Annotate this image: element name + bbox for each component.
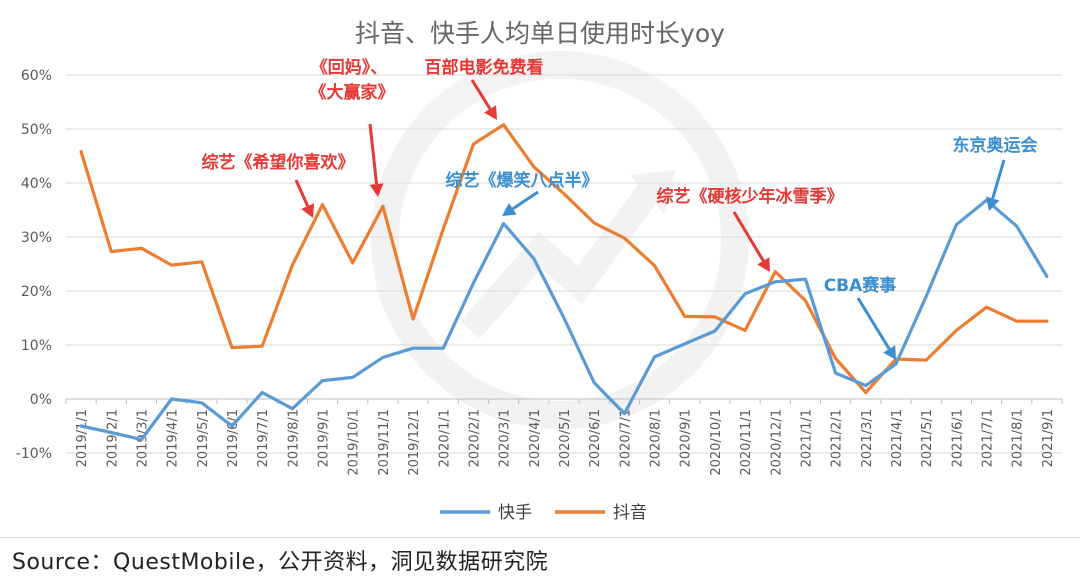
annotation-label: CBA赛事 — [824, 275, 897, 296]
x-tick-label: 2019/7/1 — [256, 409, 271, 467]
x-tick-label: 2019/1/1 — [75, 409, 90, 467]
legend-label: 快手 — [498, 503, 532, 523]
annotation-arrowhead — [985, 196, 1000, 211]
line-chart: 抖音、快手人均单日使用时长yoy -10% 0% 10% 20% 30% 40% 50% 60… — [16, 19, 1063, 523]
x-tick-label: 2019/12/1 — [407, 409, 422, 476]
x-tick-label: 2021/1/1 — [799, 409, 814, 467]
x-tick-label: 2019/5/1 — [196, 409, 211, 467]
y-tick-label: 20% — [21, 284, 52, 300]
x-axis-tick-labels: 2019/1/1 2019/2/1 2019/3/1 2019/4/1 2019/5/1… — [65, 399, 1063, 476]
annotation-arrowhead — [301, 203, 315, 218]
annotation-arrowhead — [484, 105, 497, 120]
annotation-arrowhead — [757, 257, 770, 272]
annotation-arrow — [294, 179, 310, 207]
y-tick-label: 50% — [21, 122, 52, 138]
x-tick-label: 2021/7/1 — [981, 409, 996, 467]
x-tick-label: 2020/9/1 — [679, 409, 694, 467]
annotation-arrow — [991, 159, 1006, 199]
annotation-label: 《大赢家》 — [310, 82, 395, 103]
x-tick-label: 2021/6/1 — [950, 409, 965, 467]
y-tick-label: -10% — [16, 446, 52, 462]
x-tick-label: 2019/9/1 — [317, 409, 332, 467]
series-lines — [79, 123, 1049, 442]
x-tick-label: 2019/10/1 — [347, 409, 362, 476]
x-tick-label: 2020/4/1 — [528, 409, 543, 467]
annotation-arrow — [470, 79, 492, 110]
annotation-label: 《回妈》、 — [311, 57, 388, 78]
x-tick-label: 2019/11/1 — [377, 409, 392, 476]
x-tick-label: 2020/8/1 — [649, 409, 664, 467]
x-tick-label: 2020/3/1 — [498, 409, 513, 467]
annotation-arrow — [856, 297, 891, 350]
y-tick-label: 0% — [30, 392, 52, 408]
annotation-label: 百部电影免费看 — [425, 57, 544, 78]
x-tick-label: 2020/7/1 — [618, 409, 633, 467]
chart-title: 抖音、快手人均单日使用时长yoy — [355, 19, 725, 48]
x-tick-label: 2020/1/1 — [437, 409, 452, 467]
watermark-logo — [371, 51, 749, 429]
annotation-arrowhead — [883, 345, 896, 360]
annotation-arrow — [511, 190, 539, 211]
legend: 快手 抖音 — [440, 503, 647, 523]
x-tick-label: 2021/9/1 — [1041, 409, 1056, 467]
annotations: 综艺《希望你喜欢》 《回妈》、《大赢家》 百部电影免费看综艺《爆笑八点半》综艺《硬核… — [202, 57, 1038, 360]
annotation-label: 东京奥运会 — [953, 135, 1038, 156]
y-tick-label: 60% — [21, 68, 52, 84]
y-axis-tick-labels: -10% 0% 10% 20% 30% 40% 50% 60% — [16, 68, 52, 462]
x-tick-label: 2020/12/1 — [769, 409, 784, 476]
x-tick-label: 2019/2/1 — [105, 409, 120, 467]
annotation-label: 综艺《爆笑八点半》 — [446, 170, 599, 191]
x-tick-label: 2020/11/1 — [739, 409, 754, 476]
y-tick-label: 40% — [21, 176, 52, 192]
x-tick-label: 2019/8/1 — [286, 409, 301, 467]
series-line-快手 — [79, 198, 1049, 442]
annotation-arrow — [732, 211, 765, 262]
x-tick-label: 2019/4/1 — [166, 409, 181, 467]
x-tick-label: 2021/2/1 — [830, 409, 845, 467]
x-tick-label: 2021/4/1 — [890, 409, 905, 467]
x-tick-label: 2021/3/1 — [860, 409, 875, 467]
annotation-arrow — [368, 123, 379, 185]
source-note: Source：QuestMobile，公开资料，洞见数据研究院 — [0, 537, 1080, 587]
x-tick-label: 2020/2/1 — [467, 409, 482, 467]
x-tick-label: 2020/5/1 — [558, 409, 573, 467]
x-tick-label: 2021/5/1 — [920, 409, 935, 467]
annotation-arrowhead — [502, 202, 517, 216]
annotation-label: 综艺《希望你喜欢》 — [202, 152, 355, 173]
legend-label: 抖音 — [613, 503, 647, 523]
annotation-arrowhead — [369, 183, 384, 197]
x-tick-label: 2020/10/1 — [709, 409, 724, 476]
y-tick-label: 10% — [21, 338, 52, 354]
annotation-label: 综艺《硬核少年冰雪季》 — [657, 186, 844, 207]
y-tick-label: 30% — [21, 230, 52, 246]
x-tick-label: 2021/8/1 — [1011, 409, 1026, 467]
x-tick-label: 2020/6/1 — [588, 409, 603, 467]
